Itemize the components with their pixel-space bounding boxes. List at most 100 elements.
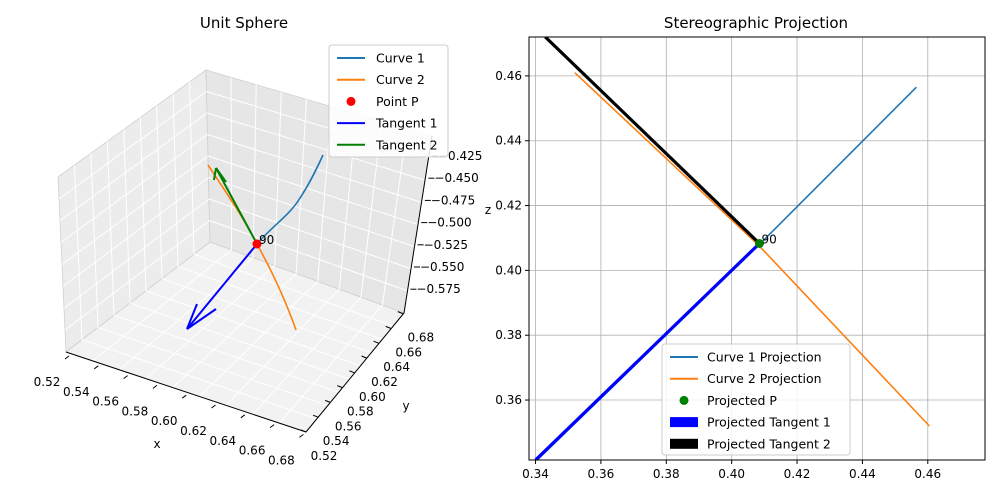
x-tick-labels: 0.520.540.560.580.600.620.640.660.68 [34,355,304,467]
z-tick-label: −0.575 [416,282,460,296]
point-p-annotation: 90 [259,233,274,247]
floor-gridline [252,296,362,415]
wall-gridline [206,112,426,181]
tangent-2-arrowhead-b [215,167,227,183]
legend-frame [661,343,851,456]
y-tick-mark [373,340,379,344]
y-tick-mark [361,355,367,359]
wall-gridline [62,177,209,287]
pane-gridlines [58,77,429,424]
wall-gridline [209,220,408,292]
x-tick-label: 0.62 [180,424,207,438]
wall-gridline [208,177,415,248]
x-tick-label: 0.54 [63,385,90,399]
unit-sphere-panel: Unit Sphere 0.520.540.560.580.600.620.64… [34,14,492,467]
projection-series: 90 [534,37,930,460]
y-tick-mark [325,399,331,403]
legend-label: Point P [376,94,419,109]
y-tick-label: 0.62 [371,375,398,389]
z-tick-labels: −0.425 −0.450 −0.475 −0.500 −0.525 −0.550 −0.5… [410,149,482,296]
tick-labels: 0.34 0.36 0.38 0.40 0.42 0.44 0.46 0.36 0.38 0.40… [495,69,941,481]
z-axis-label: z [485,203,491,217]
z-tick-label: −0.525 [424,238,468,252]
y-tick-labels: 0.520.540.560.580.600.620.640.660.68 [300,311,434,463]
x-tick-label: 0.52 [34,375,61,389]
x-tick-label: 0.60 [151,414,178,428]
x-tick-mark [64,355,70,360]
legend-swatch [670,438,698,449]
floor-gridline [198,281,319,397]
floor-gridline [97,327,328,407]
legend-swatch [346,96,356,106]
y-tick-label: 0.42 [495,199,522,213]
floor-gridline [113,314,339,393]
x-tick-label: 0.64 [209,434,236,448]
floor-gridline [129,302,350,380]
x-tick-mark [123,375,128,380]
wall-gridline [59,112,208,222]
wall-gridline [207,134,422,203]
tangent-1-arrowhead-b [186,308,217,330]
y-tick-mark [397,311,403,315]
x-tick-label: 0.42 [784,467,811,481]
x-tick-mark [211,404,216,409]
wall-gridline [64,220,210,331]
floor-gridline [92,249,232,362]
y-tick-label: 0.52 [311,449,338,463]
tangent-2-arrowhead-a [213,167,217,181]
z-axis-line [403,135,433,314]
x-tick-label: 0.66 [239,444,266,458]
y-tick-label: 0.54 [323,434,350,448]
floor-gridline [81,339,318,420]
projected-tangent-1-arrow [534,242,761,460]
x-tick-mark [152,384,158,389]
plot-frame [528,36,986,461]
y-tick-label: 0.56 [335,419,362,433]
x-tick-mark [94,365,99,370]
point-p-marker [252,239,262,249]
wall-gridline [58,91,207,200]
x-axis-line [65,351,307,433]
tangent-2-arrow [215,167,258,245]
floor-gridline [278,304,383,424]
legend-label: Curve 1 [376,51,425,66]
floor-gridline [172,273,297,388]
legend-label: Curve 2 Projection [707,371,822,386]
unit-sphere-title: Unit Sphere [200,14,288,32]
tangent-1-arrowhead-a [186,303,198,330]
legend-label: Projected P [707,393,777,408]
y-tick-mark [349,370,355,374]
legend-label: Curve 2 [376,72,425,87]
legend-label: Projected Tangent 1 [707,415,831,430]
x-tick-label: 0.46 [914,467,941,481]
y-tick-label: 0.46 [495,69,522,83]
x-tick-mark [269,424,275,429]
legend-frame [328,44,449,158]
stereographic-legend: Curve 1 Projection Curve 2 Projection Proj… [661,343,851,456]
floor-gridline [161,278,372,354]
y-tick-label: 0.38 [495,328,522,342]
x-tick-label: 0.38 [653,467,680,481]
x-tick-label: 0.56 [92,395,119,409]
y-tick-mark [337,385,343,389]
y-tick-label: 0.58 [347,405,374,419]
z-tick-label: −0.475 [431,193,475,207]
x-tick-label: 0.34 [522,467,549,481]
x-tick-mark [181,394,187,399]
y-tick-mark [312,414,319,418]
z-tick-label: −0.450 [434,171,478,185]
legend-label: Tangent 1 [375,116,438,131]
y-tick-label: 0.66 [395,345,422,359]
y-axis-line [305,312,405,433]
x-tick-mark [240,414,246,419]
x-tick-label: 0.58 [122,404,149,418]
y-tick-label: 0.64 [383,360,410,374]
tangent-1-arrow [186,243,258,330]
z-tick-label: −0.500 [427,216,471,230]
wall-gridline [60,134,208,244]
projected-p-marker [754,238,764,248]
z-tick-label: −0.550 [420,260,464,274]
x-tick-label: 0.40 [718,467,745,481]
projected-tangent-2-arrow [544,37,761,245]
